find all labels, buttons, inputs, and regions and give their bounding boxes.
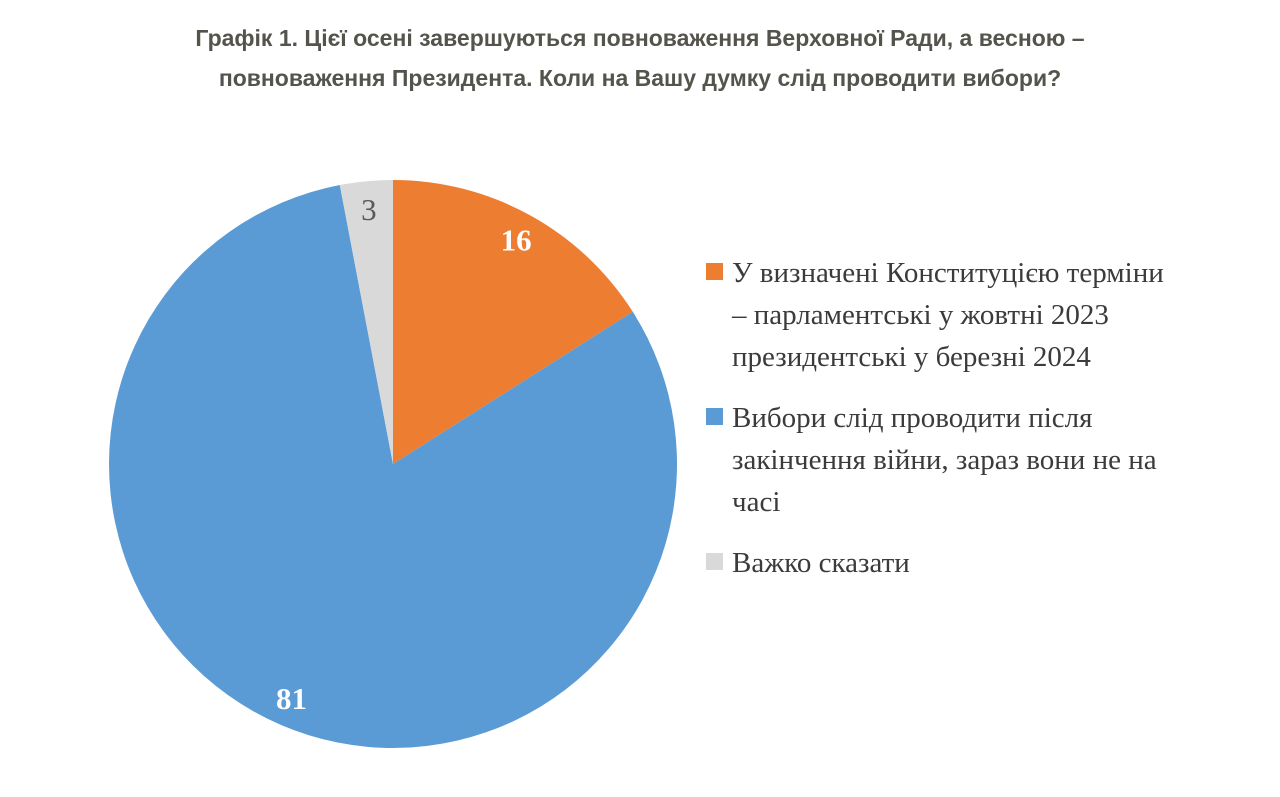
legend-label-line: – парламентські у жовтні 2023 (732, 299, 1109, 331)
pie-slice-after-war (109, 185, 678, 748)
chart-title-line-1: Графік 1. Цієї осені завершуються повнов… (195, 25, 1085, 51)
pie-value-label-hard-to-say: 3 (361, 192, 377, 227)
pie-value-label-after-war: 81 (276, 681, 307, 716)
legend-item-after-war: Вибори слід проводити після закінчення в… (706, 397, 1226, 523)
legend-label-line: президентські у березні 2024 (732, 341, 1091, 373)
pie-slice-constitutional-terms (393, 180, 633, 464)
legend-label-line: Вибори слід проводити після (732, 402, 1093, 434)
legend-label-line: закінчення війни, зараз вони не на (732, 444, 1157, 476)
legend-marker-gray-icon (706, 553, 723, 570)
pie-value-label-constitutional-terms: 16 (501, 223, 532, 258)
legend-label-hard-to-say: Важко сказати (732, 542, 910, 584)
legend-label-line: часі (732, 486, 781, 518)
chart-title-line-2: повноваження Президента. Коли на Вашу ду… (218, 65, 1062, 91)
legend-label-constitutional-terms: У визначені Конституцією терміни – парла… (732, 252, 1164, 378)
legend-label-line: У визначені Конституцією терміни (732, 257, 1164, 289)
legend-label-after-war: Вибори слід проводити після закінчення в… (732, 397, 1157, 523)
legend-marker-orange-icon (706, 263, 723, 280)
legend-item-hard-to-say: Важко сказати (706, 542, 1226, 584)
chart-title: Графік 1. Цієї осені завершуються повнов… (0, 18, 1280, 98)
legend: У визначені Конституцією терміни – парла… (706, 252, 1226, 584)
legend-label-line: Важко сказати (732, 547, 910, 579)
legend-marker-blue-icon (706, 408, 723, 425)
pie-slice-hard-to-say (339, 179, 393, 464)
legend-item-constitutional-terms: У визначені Конституцією терміни – парла… (706, 252, 1226, 378)
